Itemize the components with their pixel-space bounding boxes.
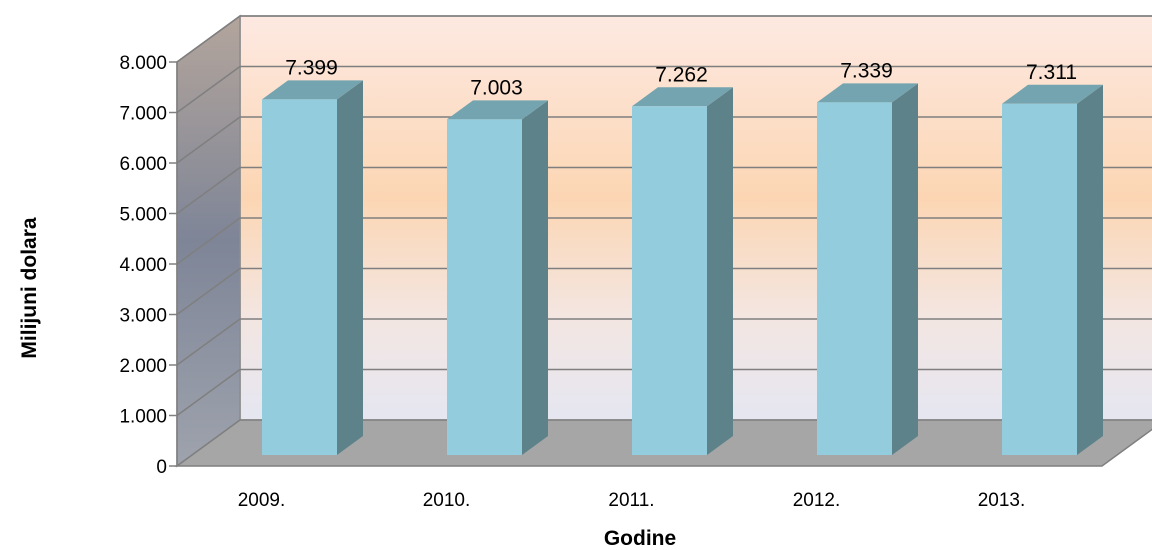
bar-side xyxy=(1077,84,1103,456)
y-axis-title: Milijuni dolara xyxy=(18,217,41,358)
bar-top xyxy=(262,80,363,100)
y-tick-label: 1.000 xyxy=(119,407,167,428)
bar-side xyxy=(337,80,363,456)
data-label: 7.311 xyxy=(1026,61,1077,84)
data-label: 7.339 xyxy=(840,59,893,82)
bar-top xyxy=(1002,84,1103,104)
gridline xyxy=(176,318,241,366)
gridline xyxy=(176,166,241,215)
y-tick-label: 6.000 xyxy=(119,154,167,175)
bar xyxy=(817,83,918,456)
y-axis: 0 1.000 2.000 3.000 4.000 5.000 6.000 7.000 8.00… xyxy=(119,53,178,478)
y-tick-label: 2.000 xyxy=(119,356,167,377)
data-label: 7.262 xyxy=(655,63,708,86)
bar-top xyxy=(817,83,918,103)
gridline xyxy=(176,267,241,316)
gridline xyxy=(176,368,241,417)
bar-front xyxy=(1002,103,1077,456)
x-tick-label: 2013. xyxy=(978,490,1026,511)
gridline xyxy=(176,15,241,63)
bar xyxy=(262,80,363,456)
gridline xyxy=(176,116,241,164)
bar-front xyxy=(632,106,707,456)
x-tick-label: 2009. xyxy=(238,490,286,511)
y-tick-label: 4.000 xyxy=(119,255,167,276)
bar-front xyxy=(447,119,522,455)
data-label: 7.399 xyxy=(285,56,338,79)
bars: 7.399 7.003 7.262 7.339 7.311 xyxy=(262,56,1103,456)
gridline xyxy=(176,65,241,114)
data-label: 7.003 xyxy=(470,76,523,99)
bar-front xyxy=(262,99,337,456)
x-tick-label: 2010. xyxy=(423,490,471,511)
bar-top xyxy=(632,87,733,107)
bar-side xyxy=(522,100,548,455)
bar-front xyxy=(817,102,892,456)
x-tick-label: 2011. xyxy=(608,490,654,511)
bar-side xyxy=(707,87,733,456)
y-tick-label: 3.000 xyxy=(119,306,167,327)
gridline xyxy=(176,217,241,265)
x-axis-title: Godine xyxy=(604,527,676,550)
bar-side xyxy=(892,83,918,456)
bar xyxy=(1002,84,1103,456)
bar xyxy=(447,100,548,455)
y-tick-label: 7.000 xyxy=(119,104,167,125)
bar xyxy=(632,87,733,456)
x-tick-label: 2012. xyxy=(793,490,841,511)
bar-top xyxy=(447,100,548,120)
y-tick-label: 5.000 xyxy=(119,205,167,226)
y-tick-label: 8.000 xyxy=(119,53,167,74)
y-tick-label: 0 xyxy=(156,457,167,478)
x-axis: 2009. 2010. 2011. 2012. 2013. xyxy=(238,490,1026,511)
